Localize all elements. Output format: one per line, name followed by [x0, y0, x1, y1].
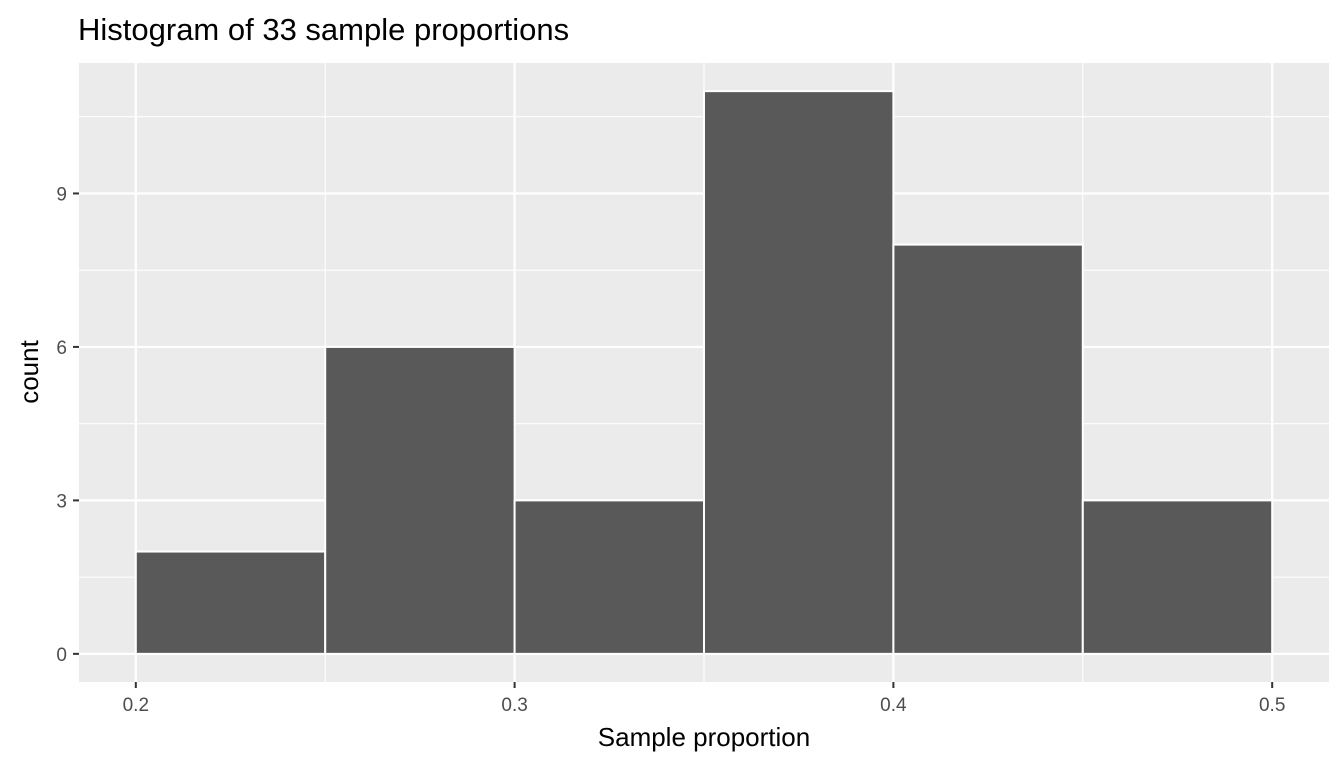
histogram-bar: [1081, 499, 1274, 655]
x-tick-label: 0.5: [1259, 695, 1285, 716]
axes: 0.2 0.3 0.4 0.5 0 3 6 9: [56, 184, 1285, 716]
x-axis-title: Sample proportion: [598, 722, 810, 752]
histogram-bar: [892, 243, 1084, 655]
y-tick-label: 6: [56, 338, 67, 359]
histogram-bars: [134, 90, 1274, 655]
histogram-bar: [324, 345, 516, 655]
chart-title: Histogram of 33 sample proportions: [78, 12, 569, 47]
y-tick-label: 0: [56, 645, 67, 666]
x-tick-label: 0.4: [880, 695, 907, 716]
histogram-bar: [134, 550, 327, 655]
x-tick-label: 0.2: [123, 695, 149, 716]
y-tick-label: 3: [56, 491, 67, 512]
histogram-bar: [703, 90, 895, 655]
y-axis-title: count: [14, 339, 44, 403]
histogram-bar: [513, 499, 706, 655]
x-tick-label: 0.3: [501, 695, 527, 716]
y-tick-label: 9: [56, 184, 67, 205]
